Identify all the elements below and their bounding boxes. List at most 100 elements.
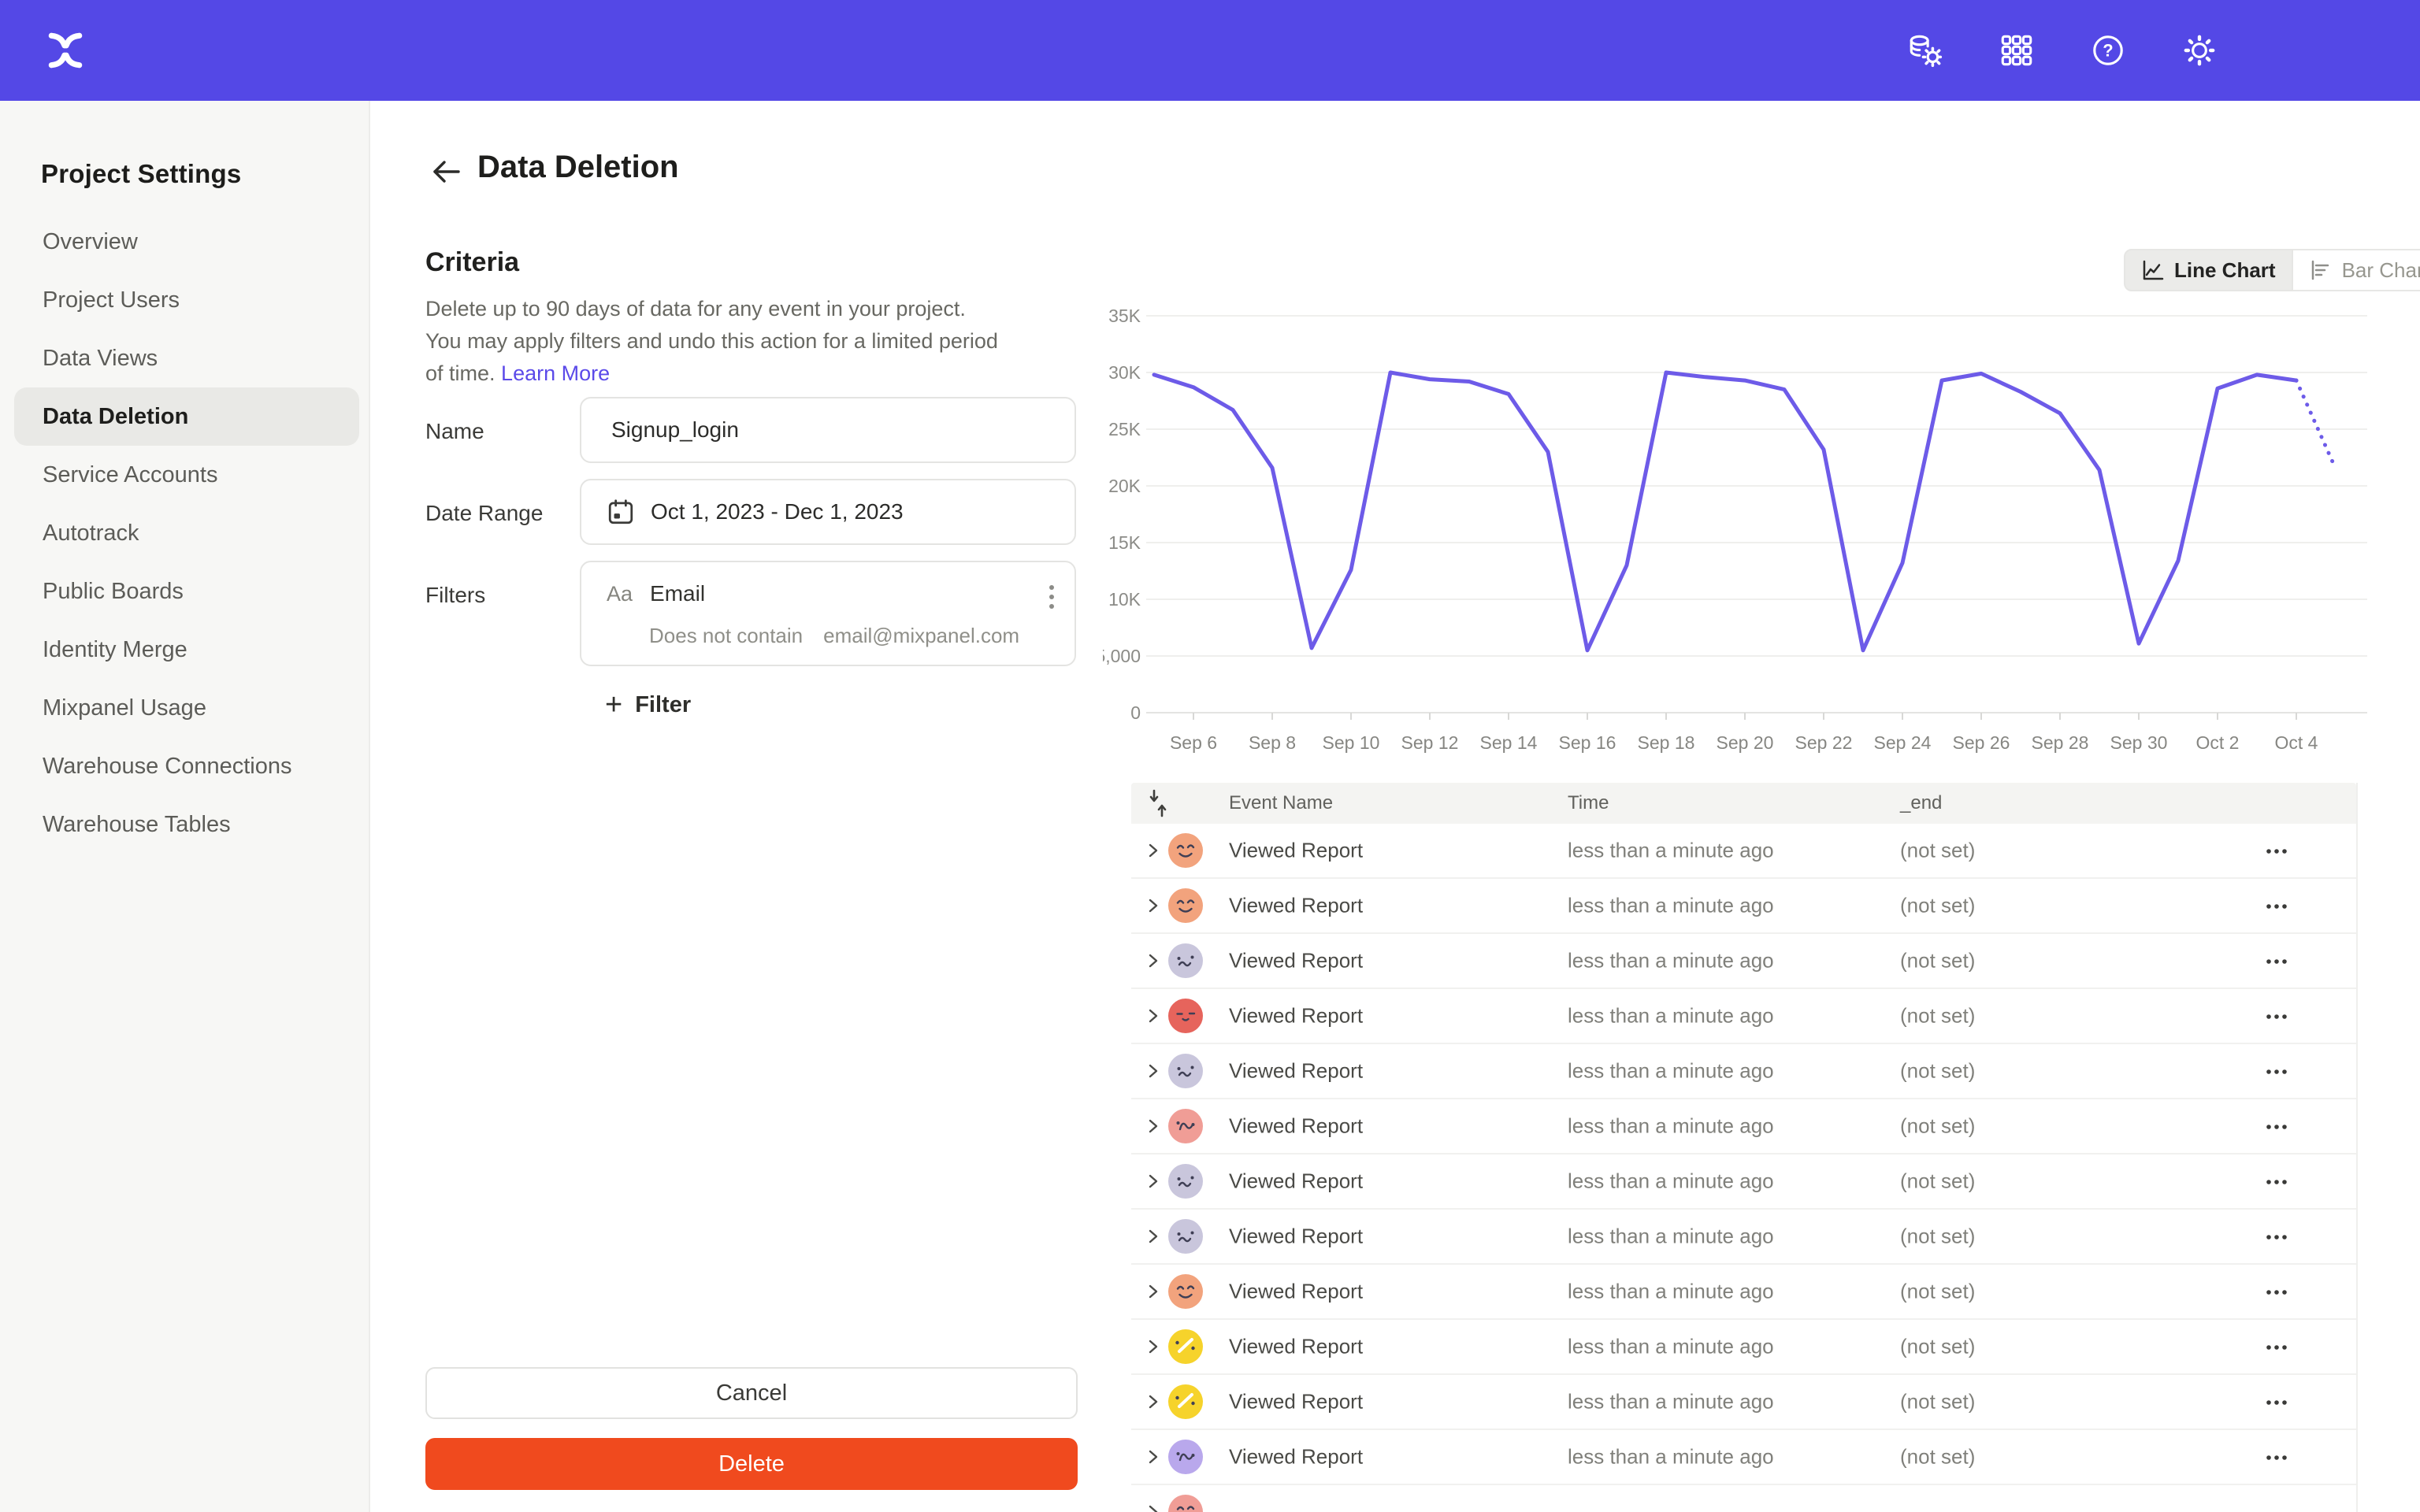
end-cell: (not set): [1900, 838, 1976, 862]
row-actions-icon[interactable]: [2265, 1452, 2292, 1462]
sort-icon[interactable]: [1149, 788, 1167, 818]
row-expand-chevron-icon[interactable]: [1145, 1115, 1161, 1137]
sidebar-item-warehouse-connections[interactable]: Warehouse Connections: [43, 754, 292, 779]
row-actions-icon[interactable]: [2265, 846, 2292, 855]
row-actions-icon[interactable]: [2265, 1342, 2292, 1351]
svg-text:?: ?: [2103, 40, 2113, 60]
apps-grid-icon[interactable]: [1998, 32, 2036, 69]
table-row[interactable]: Viewed Report less than a minute ago (not …: [1131, 1430, 2356, 1485]
help-icon[interactable]: ?: [2089, 32, 2127, 69]
sidebar-item-data-deletion[interactable]: Data Deletion: [14, 387, 359, 446]
svg-text:Sep 6: Sep 6: [1170, 732, 1217, 753]
sidebar-item-overview[interactable]: Overview: [43, 229, 138, 254]
row-expand-chevron-icon[interactable]: [1145, 950, 1161, 972]
table-row[interactable]: Viewed Report less than a minute ago (not …: [1131, 1265, 2356, 1320]
row-actions-icon[interactable]: [2265, 1232, 2292, 1241]
data-settings-icon[interactable]: [1906, 32, 1944, 69]
learn-more-link[interactable]: Learn More: [501, 361, 611, 385]
sidebar-item-identity-merge[interactable]: Identity Merge: [43, 637, 187, 662]
svg-text:15K: 15K: [1108, 532, 1141, 553]
sidebar-item-warehouse-tables[interactable]: Warehouse Tables: [43, 812, 231, 837]
delete-button[interactable]: Delete: [425, 1438, 1078, 1490]
sidebar-item-service-accounts[interactable]: Service Accounts: [43, 462, 218, 487]
end-cell: (not set): [1900, 1334, 1976, 1358]
table-row[interactable]: Viewed Report less than a minute ago (not …: [1131, 1154, 2356, 1210]
tab-bar-chart[interactable]: Bar Chart: [2292, 249, 2420, 291]
svg-text:25K: 25K: [1108, 419, 1141, 439]
table-row[interactable]: Viewed Report less than a minute ago (not …: [1131, 1210, 2356, 1265]
row-expand-chevron-icon[interactable]: [1145, 1446, 1161, 1468]
name-input[interactable]: [580, 397, 1076, 463]
svg-text:Sep 22: Sep 22: [1795, 732, 1853, 753]
sidebar-item-public-boards[interactable]: Public Boards: [43, 579, 184, 604]
row-actions-icon[interactable]: [2265, 901, 2292, 910]
table-row[interactable]: Viewed Report less than a minute ago (not …: [1131, 1375, 2356, 1430]
end-cell: (not set): [1900, 1224, 1976, 1248]
user-avatar: [1168, 943, 1203, 978]
table-row[interactable]: Viewed Report less than a minute ago (not …: [1131, 934, 2356, 989]
svg-text:Sep 20: Sep 20: [1717, 732, 1774, 753]
time-cell: less than a minute ago: [1568, 838, 1774, 862]
row-expand-chevron-icon[interactable]: [1145, 839, 1161, 862]
row-expand-chevron-icon[interactable]: [1145, 1060, 1161, 1082]
table-row[interactable]: Viewed Report less than a minute ago (not …: [1131, 824, 2356, 879]
cancel-button[interactable]: Cancel: [425, 1367, 1078, 1419]
add-filter-button[interactable]: + Filter: [605, 690, 691, 720]
settings-gear-icon[interactable]: [2181, 32, 2218, 69]
table-row[interactable]: [1131, 1485, 2356, 1512]
svg-text:Sep 16: Sep 16: [1559, 732, 1616, 753]
svg-text:Sep 18: Sep 18: [1638, 732, 1695, 753]
sidebar-item-project-users[interactable]: Project Users: [43, 287, 180, 313]
table-row[interactable]: Viewed Report less than a minute ago (not …: [1131, 879, 2356, 934]
row-actions-icon[interactable]: [2265, 1507, 2292, 1512]
table-row[interactable]: Viewed Report less than a minute ago (not …: [1131, 989, 2356, 1044]
row-expand-chevron-icon[interactable]: [1145, 1005, 1161, 1027]
event-name-cell: Viewed Report: [1229, 1224, 1364, 1248]
svg-text:35K: 35K: [1108, 306, 1141, 326]
row-expand-chevron-icon[interactable]: [1145, 1225, 1161, 1247]
row-expand-chevron-icon[interactable]: [1145, 895, 1161, 917]
time-cell: less than a minute ago: [1568, 1003, 1774, 1028]
event-name-cell: Viewed Report: [1229, 838, 1364, 862]
svg-text:Sep 24: Sep 24: [1874, 732, 1932, 753]
date-range-picker[interactable]: Oct 1, 2023 - Dec 1, 2023: [580, 479, 1076, 545]
row-expand-chevron-icon[interactable]: [1145, 1280, 1161, 1303]
time-cell: less than a minute ago: [1568, 893, 1774, 917]
mixpanel-logo[interactable]: [44, 29, 87, 72]
time-cell: less than a minute ago: [1568, 1224, 1774, 1248]
filter-kebab-icon[interactable]: [1046, 581, 1057, 616]
table-row[interactable]: Viewed Report less than a minute ago (not …: [1131, 1099, 2356, 1154]
sidebar-item-mixpanel-usage[interactable]: Mixpanel Usage: [43, 695, 206, 721]
time-cell: less than a minute ago: [1568, 1114, 1774, 1138]
row-actions-icon[interactable]: [2265, 1287, 2292, 1296]
row-actions-icon[interactable]: [2265, 956, 2292, 965]
user-avatar: [1168, 1329, 1203, 1364]
row-expand-chevron-icon[interactable]: [1145, 1501, 1161, 1512]
svg-text:10K: 10K: [1108, 589, 1141, 610]
row-actions-icon[interactable]: [2265, 1397, 2292, 1406]
row-actions-icon[interactable]: [2265, 1066, 2292, 1076]
sidebar-item-data-views[interactable]: Data Views: [43, 346, 158, 371]
row-actions-icon[interactable]: [2265, 1011, 2292, 1021]
row-expand-chevron-icon[interactable]: [1145, 1391, 1161, 1413]
user-avatar: [1168, 1440, 1203, 1474]
svg-text:0: 0: [1130, 702, 1141, 723]
back-arrow-icon[interactable]: [425, 151, 466, 192]
chart-type-toggle: Line Chart Bar Chart: [2124, 249, 2420, 291]
row-expand-chevron-icon[interactable]: [1145, 1336, 1161, 1358]
bar-chart-label: Bar Chart: [2341, 258, 2420, 282]
row-expand-chevron-icon[interactable]: [1145, 1170, 1161, 1192]
tab-line-chart[interactable]: Line Chart: [2124, 249, 2293, 291]
row-actions-icon[interactable]: [2265, 1177, 2292, 1186]
column-header-end[interactable]: _end: [1900, 792, 1943, 813]
column-header-time[interactable]: Time: [1568, 792, 1609, 813]
event-name-cell: Viewed Report: [1229, 1169, 1364, 1193]
event-name-cell: Viewed Report: [1229, 893, 1364, 917]
event-name-cell: Viewed Report: [1229, 1114, 1364, 1138]
svg-text:Oct 2: Oct 2: [2196, 732, 2240, 753]
row-actions-icon[interactable]: [2265, 1121, 2292, 1131]
sidebar-item-autotrack[interactable]: Autotrack: [43, 521, 139, 546]
table-row[interactable]: Viewed Report less than a minute ago (not …: [1131, 1044, 2356, 1099]
column-header-event-name[interactable]: Event Name: [1229, 792, 1334, 813]
table-row[interactable]: Viewed Report less than a minute ago (not …: [1131, 1320, 2356, 1375]
